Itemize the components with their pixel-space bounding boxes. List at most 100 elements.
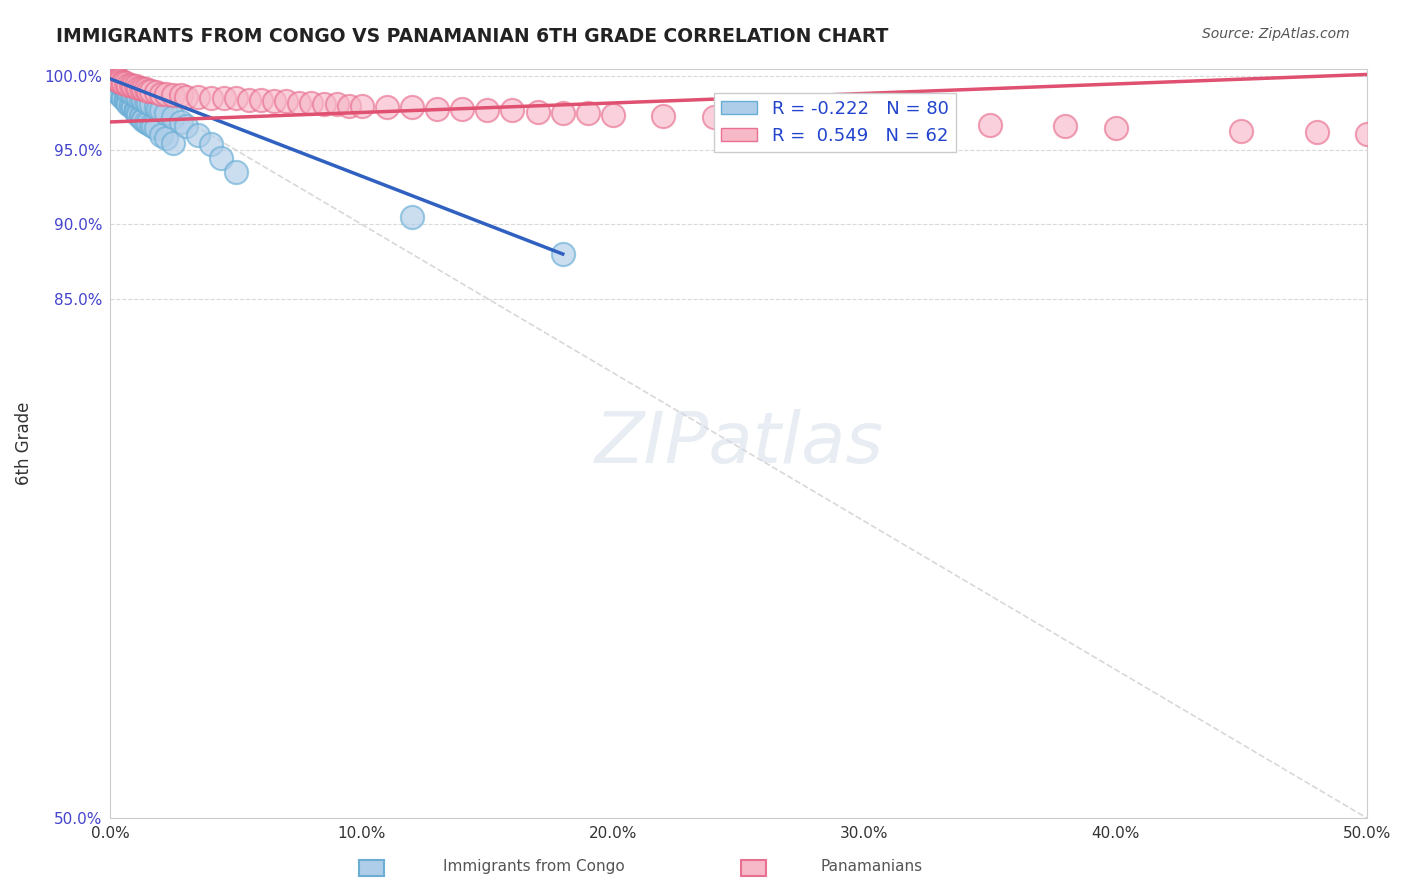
Point	[132, 112, 155, 126]
Point	[117, 84, 139, 98]
Point	[526, 104, 548, 119]
Point	[110, 75, 132, 89]
Point	[132, 113, 155, 128]
Point	[135, 82, 157, 96]
Point	[117, 95, 139, 110]
Point	[551, 106, 574, 120]
Point	[155, 87, 177, 101]
Point	[162, 88, 184, 103]
Point	[225, 165, 247, 179]
Point	[101, 75, 124, 89]
Point	[107, 84, 129, 98]
Point	[129, 91, 152, 105]
Point	[200, 137, 222, 152]
Point	[110, 85, 132, 99]
Point	[301, 95, 323, 110]
Point	[288, 95, 311, 110]
Point	[110, 76, 132, 90]
Point	[401, 100, 423, 114]
Point	[136, 95, 159, 110]
Point	[124, 103, 146, 117]
Point	[477, 103, 499, 117]
Point	[337, 98, 360, 112]
Point	[602, 107, 624, 121]
Point	[107, 85, 129, 99]
Point	[122, 100, 145, 114]
Point	[401, 210, 423, 224]
Point	[263, 94, 285, 108]
Point	[110, 75, 132, 89]
Point	[139, 118, 162, 132]
Point	[652, 109, 675, 123]
Point	[104, 76, 127, 90]
Point	[120, 97, 142, 112]
Point	[127, 80, 149, 95]
Point	[135, 94, 157, 108]
Point	[124, 104, 146, 119]
Text: ZIPatlas: ZIPatlas	[595, 409, 883, 478]
Point	[101, 73, 124, 87]
Point	[903, 116, 925, 130]
Point	[107, 73, 129, 87]
Point	[110, 88, 132, 103]
Point	[149, 128, 172, 143]
Y-axis label: 6th Grade: 6th Grade	[15, 401, 32, 485]
Point	[111, 89, 134, 103]
Point	[132, 82, 155, 96]
Point	[238, 93, 260, 107]
Point	[136, 116, 159, 130]
Point	[107, 71, 129, 86]
Point	[170, 88, 193, 103]
Point	[107, 71, 129, 86]
Point	[350, 98, 373, 112]
Point	[120, 85, 142, 99]
Point	[124, 88, 146, 103]
Point	[114, 79, 136, 94]
Point	[145, 85, 167, 99]
Point	[104, 75, 127, 89]
Point	[551, 247, 574, 261]
Point	[145, 120, 167, 135]
Point	[127, 107, 149, 121]
Point	[702, 111, 724, 125]
Point	[276, 94, 298, 108]
Point	[129, 111, 152, 125]
Point	[200, 91, 222, 105]
Point	[120, 98, 142, 112]
Point	[111, 75, 134, 89]
Point	[124, 79, 146, 94]
Point	[101, 70, 124, 85]
Point	[187, 89, 209, 103]
Point	[129, 80, 152, 95]
Text: IMMIGRANTS FROM CONGO VS PANAMANIAN 6TH GRADE CORRELATION CHART: IMMIGRANTS FROM CONGO VS PANAMANIAN 6TH …	[56, 27, 889, 45]
Point	[803, 113, 825, 128]
Point	[104, 71, 127, 86]
Point	[149, 87, 172, 101]
Point	[129, 109, 152, 123]
Point	[110, 73, 132, 87]
Point	[174, 89, 197, 103]
Point	[752, 112, 775, 126]
Point	[155, 131, 177, 145]
Point	[111, 79, 134, 94]
Point	[148, 102, 170, 116]
Point	[111, 88, 134, 103]
Point	[576, 106, 599, 120]
Point	[101, 70, 124, 85]
Text: Source: ZipAtlas.com: Source: ZipAtlas.com	[1202, 27, 1350, 41]
Point	[117, 78, 139, 92]
Text: Immigrants from Congo: Immigrants from Congo	[443, 859, 626, 874]
Point	[162, 136, 184, 150]
Point	[212, 91, 235, 105]
Point	[853, 115, 876, 129]
Point	[149, 103, 172, 117]
Point	[501, 103, 523, 117]
Point	[979, 118, 1001, 132]
Point	[107, 82, 129, 96]
Point	[104, 71, 127, 86]
Text: Panamanians: Panamanians	[821, 859, 922, 874]
Point	[111, 76, 134, 90]
Point	[135, 115, 157, 129]
Point	[117, 82, 139, 96]
Point	[114, 91, 136, 105]
